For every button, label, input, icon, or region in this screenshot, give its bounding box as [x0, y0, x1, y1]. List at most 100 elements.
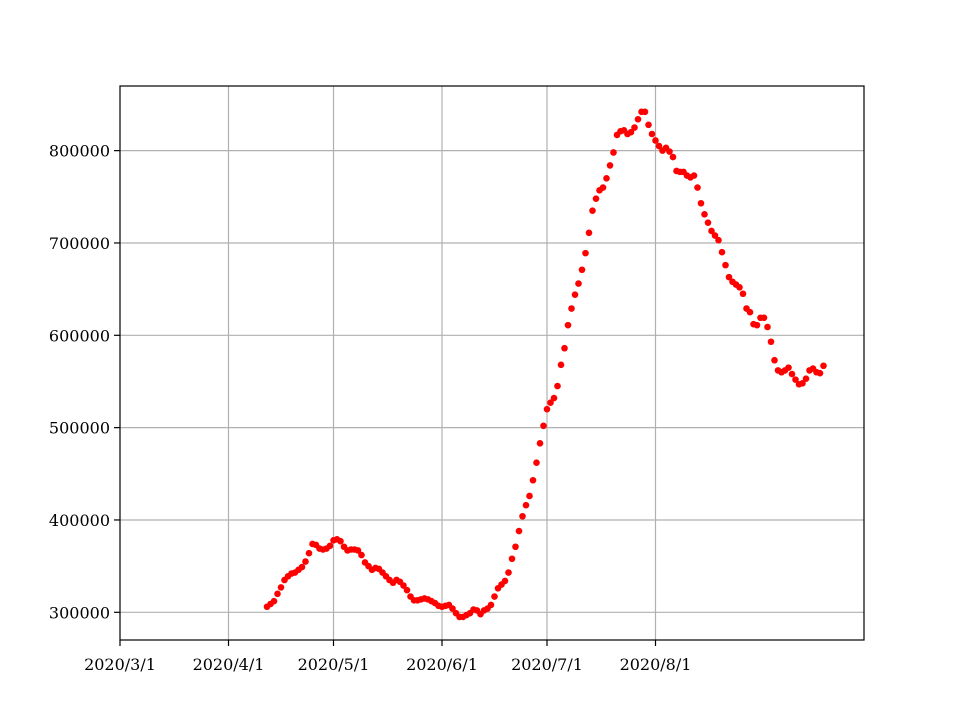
data-point: [764, 323, 771, 331]
data-point: [536, 440, 544, 447]
data-point: [568, 305, 575, 312]
data-point: [487, 601, 495, 609]
data-point: [501, 577, 509, 585]
data-point: [746, 308, 754, 316]
data-point: [449, 605, 456, 612]
data-point: [358, 551, 365, 559]
data-point: [641, 108, 649, 116]
data-point: [592, 195, 600, 202]
data-point: [715, 236, 722, 244]
data-point: [690, 172, 698, 179]
data-point: [298, 563, 306, 571]
grid-lines: [120, 86, 864, 640]
plot-area: [120, 86, 864, 640]
x-tick-label: 2020/5/1: [298, 655, 370, 674]
y-axis: 300000 400000 500000 600000 700000 800000: [49, 142, 120, 622]
data-point: [771, 356, 778, 364]
data-point: [519, 512, 526, 520]
data-point: [655, 142, 663, 150]
data-point: [610, 149, 617, 156]
data-point: [736, 283, 743, 291]
data-point: [505, 569, 512, 576]
data-point: [561, 344, 568, 352]
x-tick-label: 2020/4/1: [193, 655, 265, 674]
y-tick-label: 600000: [49, 326, 110, 345]
data-point: [767, 338, 775, 346]
x-tick-label: 2020/7/1: [511, 655, 583, 674]
data-point: [711, 232, 719, 239]
data-point: [704, 219, 712, 226]
data-point: [589, 207, 596, 214]
data-point: [529, 476, 537, 484]
data-point: [666, 148, 673, 155]
data-point: [718, 248, 726, 256]
data-point: [554, 382, 561, 390]
data-point: [337, 537, 344, 545]
data-point: [557, 361, 565, 369]
data-point: [820, 362, 827, 370]
data-point: [585, 229, 593, 237]
data-point: [694, 184, 701, 191]
data-point: [491, 593, 498, 600]
data-point: [697, 199, 705, 207]
data-point: [564, 321, 572, 329]
data-point: [508, 555, 516, 563]
data-point: [515, 527, 523, 535]
data-point: [785, 364, 792, 371]
data-point: [526, 492, 533, 500]
data-point: [305, 549, 313, 557]
y-tick-label: 800000: [49, 142, 110, 161]
data-point: [277, 584, 285, 591]
data-point: [571, 291, 579, 298]
y-tick-label: 300000: [49, 603, 110, 622]
data-point: [354, 547, 362, 554]
y-tick-label: 700000: [49, 234, 110, 253]
data-point: [543, 405, 551, 413]
data-point: [599, 184, 607, 191]
data-point: [701, 211, 708, 218]
data-point: [270, 597, 278, 605]
data-point: [326, 542, 334, 550]
x-tick-label: 2020/8/1: [620, 655, 692, 674]
data-point: [669, 153, 677, 161]
data-point: [547, 399, 554, 407]
data-point: [802, 375, 810, 383]
data-point: [302, 558, 309, 565]
data-point: [631, 124, 638, 131]
data-point: [760, 314, 768, 322]
data-point: [603, 175, 610, 182]
x-axis: 2020/3/1 2020/4/1 2020/5/1 2020/6/1 2020/7/1…: [84, 640, 691, 674]
y-tick-label: 500000: [49, 419, 110, 438]
data-point: [582, 249, 589, 257]
data-point: [575, 280, 582, 287]
data-point: [725, 273, 733, 281]
data-point: [652, 137, 659, 144]
x-tick-label: 2020/6/1: [406, 655, 478, 674]
data-point: [816, 369, 824, 377]
data-point: [274, 590, 281, 598]
data-point: [634, 115, 642, 123]
x-tick-label: 2020/3/1: [84, 655, 156, 674]
data-point: [645, 121, 652, 129]
data-point: [792, 376, 799, 383]
data-point: [739, 290, 747, 298]
data-point: [550, 394, 558, 402]
data-point: [648, 130, 656, 138]
data-point: [627, 128, 635, 136]
y-tick-label: 400000: [49, 511, 110, 530]
data-point: [753, 321, 761, 329]
plot-frame: [119, 85, 865, 641]
data-point: [578, 266, 586, 274]
data-point: [403, 586, 411, 594]
data-point: [722, 261, 729, 269]
data-point: [400, 582, 407, 589]
data-point: [533, 459, 540, 467]
data-point: [708, 227, 715, 235]
data-point: [799, 380, 806, 387]
data-point: [512, 543, 519, 551]
data-points: [263, 108, 827, 621]
data-point: [522, 501, 530, 509]
data-point: [606, 162, 614, 169]
data-point: [788, 370, 796, 378]
